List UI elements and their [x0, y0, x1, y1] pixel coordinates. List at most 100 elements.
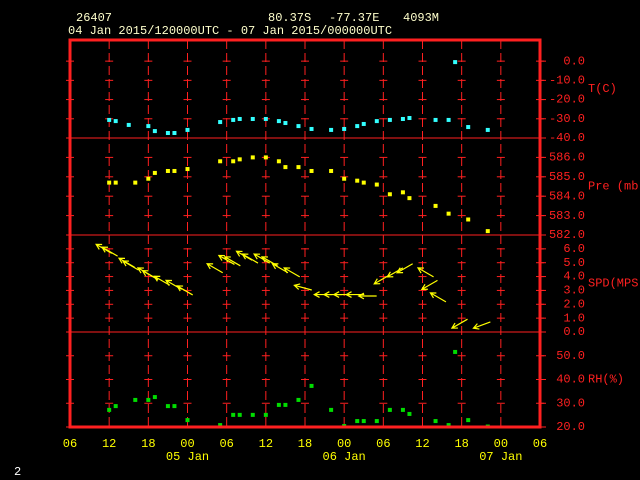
y-tick-label: 6.0: [563, 242, 585, 256]
data-point: [185, 127, 190, 132]
wind-arrow: [416, 267, 434, 278]
data-point: [237, 412, 242, 417]
data-point: [407, 116, 412, 121]
data-point: [361, 121, 366, 126]
x-tick-label: 00: [494, 437, 508, 451]
data-point: [453, 349, 458, 354]
y-tick-label: 20.0: [556, 420, 585, 434]
latitude: 80.37S: [268, 11, 311, 25]
data-point: [329, 127, 334, 132]
data-point: [113, 404, 118, 409]
panel-label: T(C): [588, 82, 617, 96]
data-point: [146, 124, 151, 129]
arrow-shape: [153, 275, 171, 286]
date-label: 07 Jan: [479, 450, 522, 464]
x-tick-label: 06: [376, 437, 390, 451]
wind-arrow: [386, 267, 404, 278]
wind-arrow: [271, 263, 289, 274]
data-point: [165, 131, 170, 136]
wind-arrow: [472, 321, 491, 330]
data-point: [231, 117, 236, 122]
data-point: [400, 407, 405, 412]
y-tick-label: 30.0: [556, 396, 585, 410]
data-point: [361, 419, 366, 424]
data-point: [283, 402, 288, 407]
data-point: [485, 127, 490, 132]
data-point: [374, 419, 379, 424]
y-tick-label: 0.0: [563, 325, 585, 339]
data-point: [309, 383, 314, 388]
data-point: [231, 159, 236, 164]
y-tick-label: 583.0: [549, 209, 585, 223]
wind-arrow: [206, 263, 224, 274]
x-tick-label: 12: [415, 437, 429, 451]
elevation: 4093M: [403, 11, 439, 25]
arrow-shape: [472, 321, 491, 330]
wind-arrow: [420, 279, 438, 291]
date-label: 06 Jan: [323, 450, 366, 464]
data-point: [407, 196, 412, 201]
wind-arrow: [153, 275, 171, 286]
wind-arrow: [357, 292, 377, 300]
data-point: [185, 418, 190, 423]
data-point: [133, 397, 138, 402]
arrow-shape: [429, 292, 447, 303]
panel-label: SPD(MPS): [588, 277, 640, 291]
data-point: [107, 180, 112, 185]
x-tick-label: 00: [337, 437, 351, 451]
data-point: [433, 419, 438, 424]
y-tick-label: 5.0: [563, 256, 585, 270]
station-id: 26407: [76, 11, 112, 25]
data-point: [263, 116, 268, 121]
data-point: [453, 60, 458, 65]
arrow-shape: [176, 285, 193, 296]
data-point: [466, 418, 471, 423]
data-point: [283, 165, 288, 170]
data-point: [172, 168, 177, 173]
data-point: [146, 176, 151, 181]
data-point: [263, 155, 268, 160]
data-point: [237, 116, 242, 121]
data-point: [355, 124, 360, 129]
data-point: [165, 168, 170, 173]
y-tick-label: 586.0: [549, 151, 585, 165]
wind-arrow: [293, 283, 312, 291]
arrow-shape: [121, 260, 139, 271]
data-point: [276, 159, 281, 164]
data-point: [407, 411, 412, 416]
data-point: [309, 126, 314, 131]
data-point: [276, 119, 281, 124]
arrow-shape: [450, 318, 468, 329]
x-tick-label: 06: [533, 437, 547, 451]
data-point: [433, 117, 438, 122]
x-tick-label: 18: [454, 437, 468, 451]
data-point: [387, 117, 392, 122]
data-point: [400, 190, 405, 195]
wind-arrow: [450, 318, 468, 329]
arrow-shape: [293, 283, 312, 291]
data-point: [218, 120, 223, 125]
arrow-shape: [253, 253, 271, 264]
arrow-shape: [386, 267, 404, 278]
wind-arrow: [395, 263, 413, 274]
data-point: [466, 217, 471, 222]
data-point: [113, 119, 118, 124]
panel-label: RH(%): [588, 373, 624, 387]
data-point: [446, 117, 451, 122]
data-point: [231, 412, 236, 417]
longitude: -77.37E: [329, 11, 379, 25]
x-tick-label: 12: [259, 437, 273, 451]
data-point: [400, 116, 405, 121]
data-point: [133, 180, 138, 185]
y-tick-label: 3.0: [563, 284, 585, 298]
frame: [68, 38, 542, 429]
date-label: 05 Jan: [166, 450, 209, 464]
period: 04 Jan 2015/120000UTC - 07 Jan 2015/0000…: [68, 24, 392, 38]
data-point: [296, 165, 301, 170]
data-point: [237, 157, 242, 162]
page-number: 2: [14, 465, 21, 479]
data-point: [387, 192, 392, 197]
y-tick-label: 50.0: [556, 349, 585, 363]
wind-arrow: [283, 267, 301, 278]
data-point: [374, 119, 379, 124]
